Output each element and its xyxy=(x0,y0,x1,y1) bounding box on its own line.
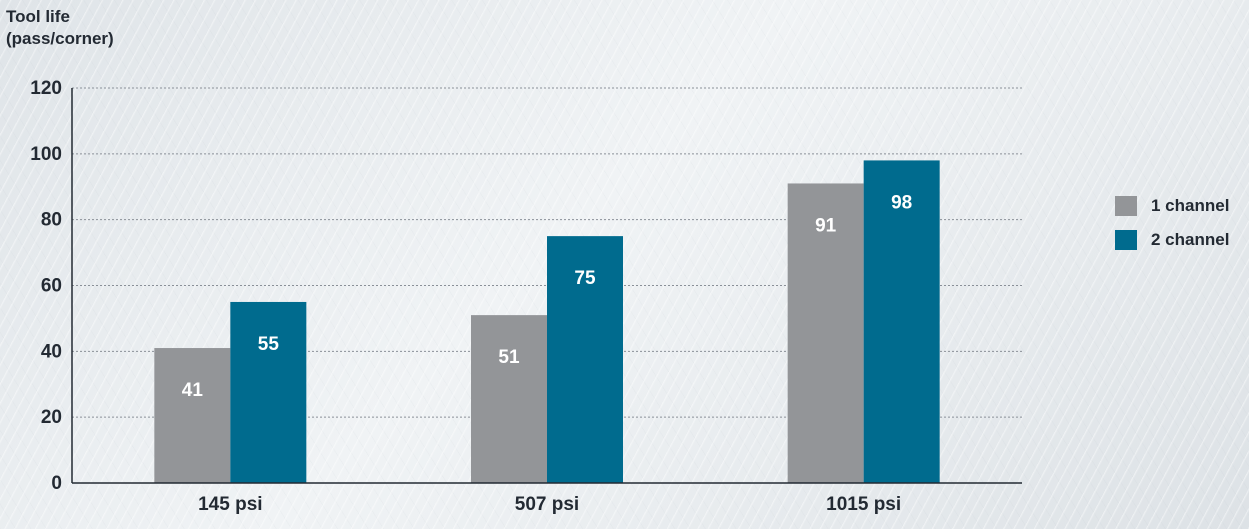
bar-2-channel-145-psi xyxy=(230,301,307,483)
x-tick-label: 507 psi xyxy=(515,494,579,515)
bar-value-labels: 41 55 51 75 91 98 xyxy=(182,192,912,401)
bar-1-channel-1015-psi xyxy=(787,183,864,484)
x-tick-label: 1015 psi xyxy=(826,494,901,515)
x-tick-label: 145 psi xyxy=(198,494,262,515)
y-tick-label: 60 xyxy=(41,276,62,297)
bar-value-label: 98 xyxy=(891,192,912,213)
y-tick-label: 120 xyxy=(30,78,62,99)
legend-item-1-channel: 1 channel xyxy=(1115,194,1229,218)
bar-2-channel-507-psi xyxy=(547,236,623,483)
legend-swatch-2-channel xyxy=(1115,230,1137,250)
legend-label-2-channel: 2 channel xyxy=(1151,230,1230,249)
legend-swatch-1-channel xyxy=(1115,196,1137,216)
legend-label-1-channel: 1 channel xyxy=(1151,196,1230,215)
legend-item-2-channel: 2 channel xyxy=(1115,228,1229,252)
bar-value-label: 91 xyxy=(815,215,837,236)
bar-value-label: 55 xyxy=(258,334,280,355)
bar-1-channel-145-psi xyxy=(154,348,231,483)
bar-value-label: 51 xyxy=(498,347,520,368)
bar-value-label: 75 xyxy=(574,268,596,289)
y-tick-label: 40 xyxy=(41,341,62,362)
bar-1-channel-507-psi xyxy=(471,315,547,483)
bars xyxy=(154,160,940,484)
y-tick-label: 100 xyxy=(30,144,62,165)
bar-value-label: 41 xyxy=(182,380,204,401)
x-tick-labels: 145 psi 507 psi 1015 psi xyxy=(198,494,901,515)
y-tick-label: 20 xyxy=(41,407,62,428)
y-tick-label: 80 xyxy=(41,210,62,231)
y-axis-label: Tool life (pass/corner) xyxy=(6,7,114,49)
y-tick-label: 0 xyxy=(51,473,62,494)
bar-2-channel-1015-psi xyxy=(863,160,940,483)
legend: 1 channel 2 channel xyxy=(1115,194,1229,262)
y-tick-labels: 0 20 40 60 80 100 120 xyxy=(30,78,62,494)
